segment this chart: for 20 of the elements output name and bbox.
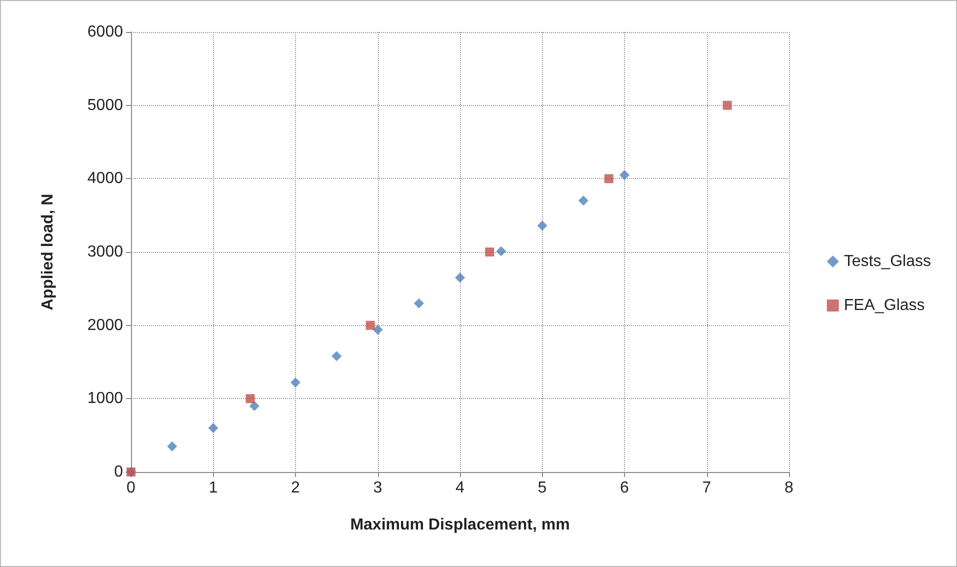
- x-tick-label: 8: [784, 480, 794, 496]
- x-tick-label: 6: [620, 480, 630, 496]
- y-tick-label: 2000: [87, 316, 124, 334]
- x-axis-title: Maximum Displacement, mm: [350, 516, 570, 534]
- x-tick-label: 4: [456, 480, 465, 496]
- y-tick-label: 0: [114, 464, 124, 480]
- y-tick-label: 1000: [87, 390, 124, 408]
- y-tick-label: 5000: [87, 96, 124, 114]
- x-tick-label: 1: [208, 480, 218, 496]
- y-tick-label: 4000: [87, 170, 124, 188]
- x-tick-label: 0: [126, 480, 136, 496]
- x-tick-label: 3: [373, 480, 382, 496]
- y-tick-label: 3000: [87, 244, 124, 260]
- y-tick-label: 6000: [87, 24, 124, 40]
- y-axis-title: Applied load, N: [40, 194, 56, 310]
- x-tick-label: 2: [291, 480, 300, 496]
- legend-label: Tests_Glass: [844, 253, 931, 270]
- x-tick-label: 7: [702, 480, 712, 496]
- legend-label: FEA_Glass: [844, 297, 925, 314]
- x-tick-label: 5: [538, 480, 547, 496]
